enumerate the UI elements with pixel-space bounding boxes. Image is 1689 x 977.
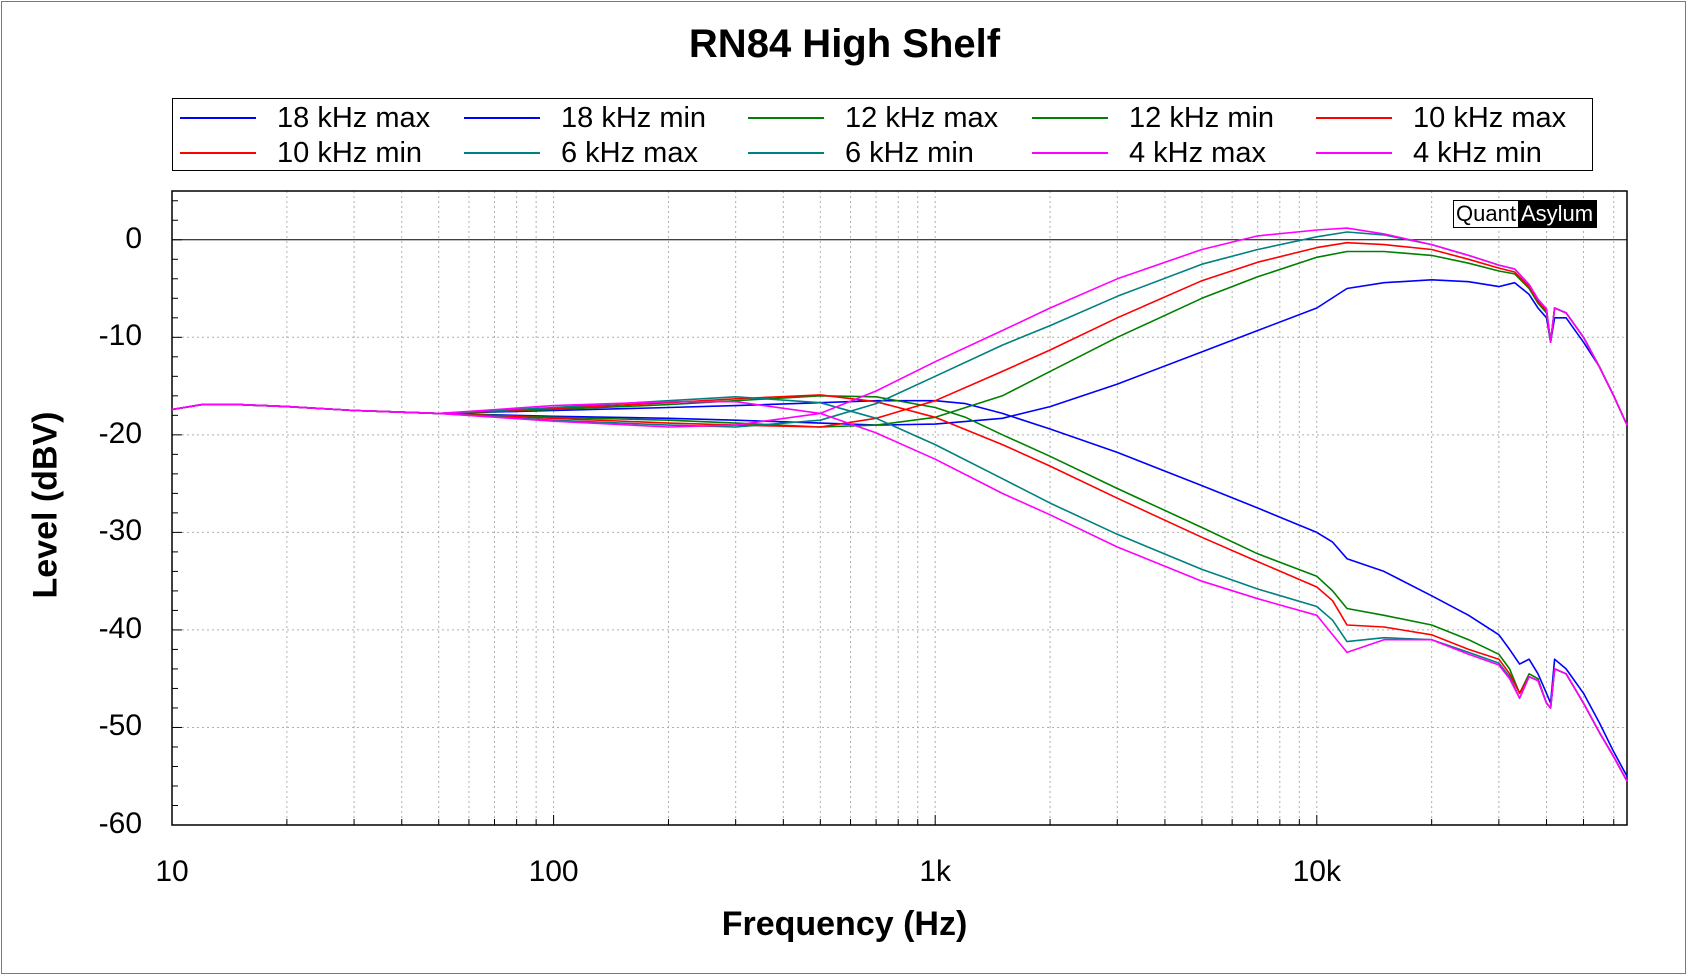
legend-item: 12 kHz min [1032, 102, 1274, 134]
legend-item: 6 kHz min [748, 137, 974, 169]
legend-label: 4 kHz min [1413, 136, 1542, 169]
y-tick-label: -10 [98, 319, 142, 353]
legend-label: 6 kHz max [561, 136, 698, 169]
x-tick-label: 10 [155, 855, 189, 888]
x-tick-label: 1k [919, 855, 952, 888]
y-tick-label: -20 [98, 416, 142, 450]
legend-swatch [464, 117, 540, 119]
legend-item: 18 kHz min [464, 102, 706, 134]
y-tick-label: -50 [98, 709, 142, 743]
legend-label: 10 kHz max [1413, 101, 1567, 134]
x-axis-label: Frequency (Hz) [721, 905, 968, 943]
legend-label: 12 kHz min [1129, 101, 1275, 134]
legend-label: 4 kHz max [1129, 136, 1266, 169]
legend-swatch [180, 152, 256, 154]
legend-swatch [748, 152, 824, 154]
legend-item: 4 kHz min [1316, 137, 1542, 169]
y-tick-label: -60 [98, 807, 142, 840]
legend-item: 12 kHz max [748, 102, 998, 134]
y-tick-label: 0 [125, 221, 142, 255]
plot-border [171, 190, 1628, 826]
watermark-right: Asylum [1517, 201, 1597, 227]
chart-title: RN84 High Shelf [688, 22, 1001, 66]
legend-swatch [1316, 152, 1392, 154]
legend-label: 18 kHz min [561, 101, 707, 134]
legend-item: 18 kHz max [180, 102, 430, 134]
legend-item: 10 kHz min [180, 137, 422, 169]
legend-label: 10 kHz min [277, 136, 423, 169]
legend-item: 10 kHz max [1316, 102, 1566, 134]
plot-area [172, 191, 1627, 825]
legend-swatch [180, 117, 256, 119]
legend-label: 18 kHz max [277, 101, 431, 134]
y-axis-label: Level (dBV) [26, 411, 65, 599]
x-tick-label: 100 [528, 855, 579, 888]
legend-item: 6 kHz max [464, 137, 698, 169]
y-tick-label: -30 [98, 514, 142, 548]
series-line-8 [171, 227, 1628, 428]
legend-label: 12 kHz max [845, 101, 999, 134]
y-tick-label: -40 [98, 611, 142, 645]
watermark-badge: Quant Asylum [1453, 200, 1598, 228]
legend-item: 4 kHz max [1032, 137, 1266, 169]
series-line-9 [171, 400, 1628, 782]
legend-swatch [1032, 117, 1108, 119]
legend-swatch [464, 152, 540, 154]
watermark-left: Quant [1454, 201, 1518, 227]
legend-swatch [1032, 152, 1108, 154]
legend-label: 6 kHz min [845, 136, 974, 169]
legend-swatch [748, 117, 824, 119]
legend-swatch [1316, 117, 1392, 119]
chart-legend: 18 kHz max 18 kHz min 12 kHz max 12 kHz min… [172, 98, 1593, 171]
x-tick-label: 10k [1292, 855, 1341, 888]
